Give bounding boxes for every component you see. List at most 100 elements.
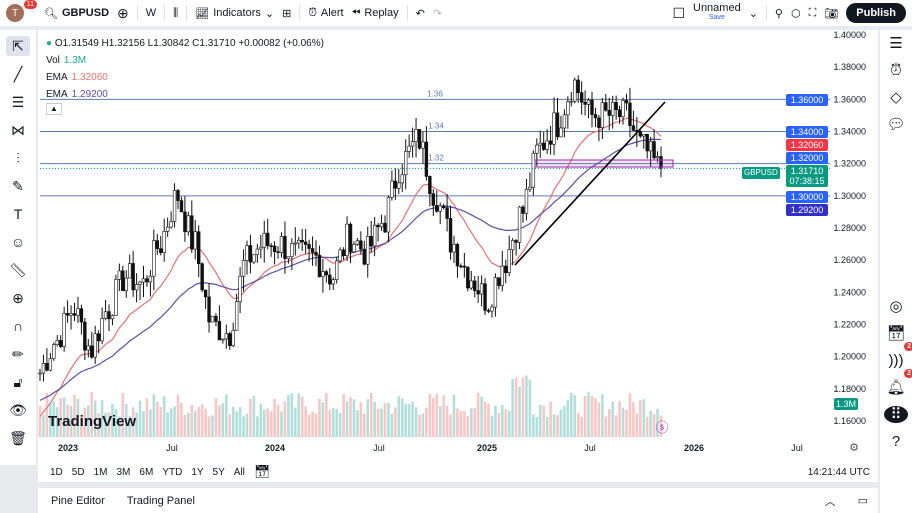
range-1m[interactable]: 1M xyxy=(93,466,108,478)
quick-search-icon[interactable]: ⚲ xyxy=(774,7,783,20)
tab-pine-editor[interactable]: Pine Editor xyxy=(51,494,105,507)
candle-body xyxy=(497,277,501,286)
text-icon[interactable]: T xyxy=(13,206,23,222)
range-3m[interactable]: 3M xyxy=(116,466,131,478)
symbol-search[interactable]: 🔍︎ GBPUSD xyxy=(44,7,109,20)
volume-bar xyxy=(245,413,249,437)
watchlist-icon[interactable]: ☰ xyxy=(889,35,903,52)
volume-bar xyxy=(314,413,318,437)
volume-bar xyxy=(587,392,590,437)
layouts-icon[interactable]: ⊞ xyxy=(282,7,292,20)
volume-bar xyxy=(649,410,652,437)
candle-body xyxy=(307,244,311,249)
volume-bar xyxy=(594,398,597,437)
candle-body xyxy=(252,254,256,263)
range-5y[interactable]: 5Y xyxy=(212,466,225,478)
candle-body xyxy=(300,239,304,243)
avatar[interactable]: T 11 xyxy=(6,0,37,22)
publish-button[interactable]: Publish xyxy=(846,3,906,23)
range-6m[interactable]: 6M xyxy=(139,466,154,478)
candles-icon[interactable]: ⫼ xyxy=(173,6,179,19)
chat-icon[interactable]: 💬︎ xyxy=(886,116,906,133)
pattern-icon[interactable]: ⋈ xyxy=(11,121,25,138)
settings-icon[interactable]: ⬡ xyxy=(790,7,801,20)
emoji-icon[interactable]: ☺ xyxy=(10,234,26,250)
layers-icon[interactable]: ◇ xyxy=(890,89,902,106)
candle-body xyxy=(600,102,605,128)
undo-icon[interactable]: ↶ xyxy=(415,7,425,20)
redo-icon[interactable]: ↷ xyxy=(432,7,443,20)
help-icon[interactable]: ? xyxy=(891,433,901,450)
volume-bar xyxy=(228,414,232,437)
time-tick: 2026 xyxy=(684,443,704,453)
trend-line-icon[interactable]: ╱ xyxy=(13,65,23,82)
watermark-text: TradingView xyxy=(48,413,137,430)
last-price-label: 1.31710 07:38:15 xyxy=(786,165,828,187)
volume-bar xyxy=(501,404,504,437)
notifications-icon[interactable]: 🔔︎ 2 xyxy=(884,369,912,396)
candle-body xyxy=(93,333,97,358)
go-to-date-icon[interactable]: 📅︎ xyxy=(253,464,271,479)
volume-bar xyxy=(276,404,280,437)
range-all[interactable]: All xyxy=(233,466,245,478)
range-1d[interactable]: 1D xyxy=(50,466,63,478)
candle-body xyxy=(83,321,87,351)
ruler-icon[interactable]: 📏︎ xyxy=(9,261,27,278)
volume-bar xyxy=(476,392,480,437)
brush-icon[interactable]: ✎ xyxy=(12,177,24,194)
candle-body xyxy=(183,211,187,233)
range-ytd[interactable]: YTD xyxy=(162,466,183,478)
interval-button[interactable]: W xyxy=(145,7,157,19)
volume-bar xyxy=(597,402,601,437)
chevron-up-icon[interactable]: ︿ xyxy=(824,495,836,508)
magnet-icon[interactable]: ∩ xyxy=(12,318,24,334)
tab-trading-panel[interactable]: Trading Panel xyxy=(126,494,195,507)
candle-body xyxy=(383,222,387,233)
chevron-down-icon[interactable]: ⌄ xyxy=(748,7,758,20)
candle-body xyxy=(224,333,228,340)
range-1y[interactable]: 1Y xyxy=(191,466,204,478)
fullscreen-icon[interactable]: ⛶ xyxy=(808,6,817,19)
candle-body xyxy=(507,249,511,274)
collapse-legend-button[interactable]: ▲ xyxy=(46,103,62,115)
volume-bar xyxy=(414,407,418,437)
volume-bar xyxy=(193,410,197,437)
target-icon[interactable]: ◎ xyxy=(889,298,903,315)
candle-body xyxy=(214,315,218,322)
trash-icon[interactable]: 🗑︎ xyxy=(9,429,27,446)
volume-bar xyxy=(114,409,118,437)
checkbox-icon[interactable]: ☐ xyxy=(672,4,685,21)
add-symbol-icon[interactable]: ⊕ xyxy=(117,4,129,21)
indicators-button[interactable]: 📈︎ Indicators ⌄ xyxy=(195,7,274,20)
candle-body xyxy=(103,311,108,319)
volume-bar xyxy=(124,404,128,437)
cursor-icon[interactable]: ⇱ xyxy=(6,36,30,56)
time-tick: 2023 xyxy=(58,443,78,453)
lock-icon[interactable]: 🔓︎ xyxy=(13,373,23,390)
symbol-tag: GBPUSD xyxy=(742,167,780,179)
layout-name-button[interactable]: Unnamed Save xyxy=(693,3,741,22)
fib-icon[interactable]: ☰ xyxy=(11,93,25,110)
ideas-icon[interactable]: ))) 2 xyxy=(884,342,912,369)
candle-body xyxy=(155,240,159,249)
alert-button[interactable]: ⏰︎ Alert xyxy=(308,7,343,20)
calendar-icon[interactable]: 📅︎ xyxy=(886,325,906,342)
candle-body xyxy=(535,144,539,154)
candle-body xyxy=(86,345,91,351)
candle-body xyxy=(279,235,284,253)
maximize-icon[interactable]: ▭ xyxy=(857,495,868,507)
alerts-clock-icon[interactable]: ⏰︎ xyxy=(890,62,902,79)
apps-icon[interactable]: ⠿ xyxy=(884,406,908,423)
lock-drawing-icon[interactable]: ✏ xyxy=(12,345,24,362)
range-5d[interactable]: 5D xyxy=(71,466,85,478)
clock[interactable]: 14:21:44 UTC xyxy=(807,466,870,478)
volume-bar xyxy=(645,416,649,437)
camera-icon[interactable]: 📷︎ xyxy=(824,7,839,20)
candle-body xyxy=(545,140,549,150)
eye-icon[interactable]: 👁︎ xyxy=(9,401,27,418)
zoom-in-icon[interactable]: ⊕ xyxy=(12,289,24,306)
candle-body xyxy=(438,205,442,212)
replay-button[interactable]: ⏪︎ Replay xyxy=(352,7,399,20)
forecast-icon[interactable]: ⫶ xyxy=(16,149,20,166)
